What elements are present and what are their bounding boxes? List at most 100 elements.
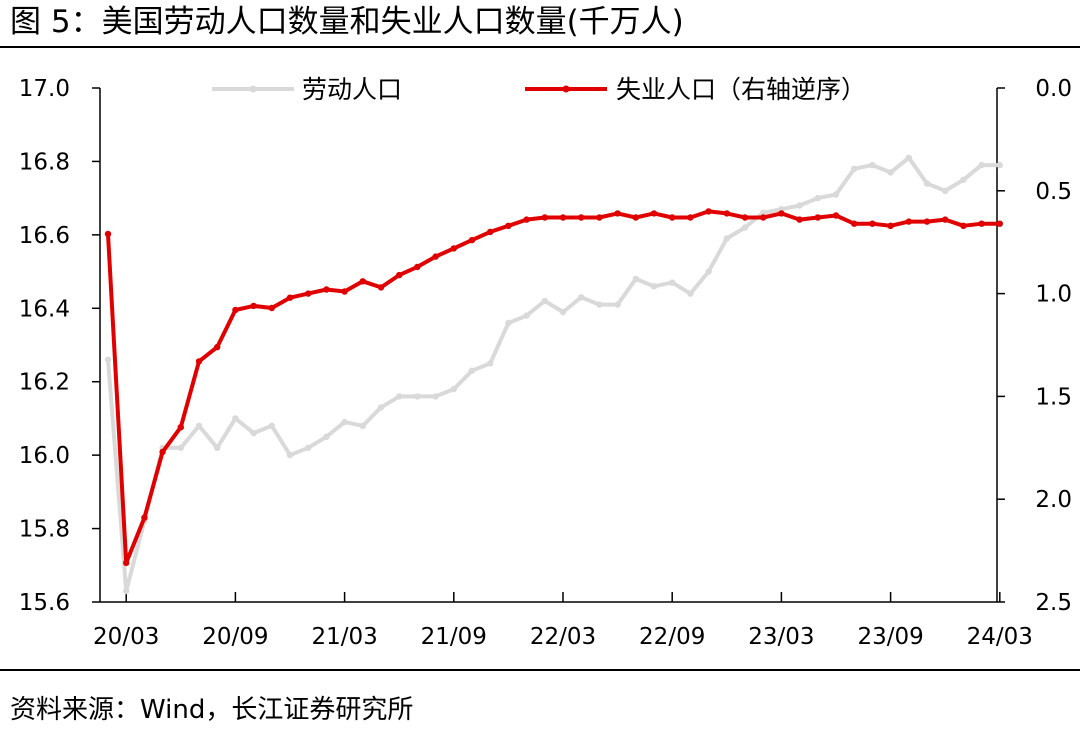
data-point-labor — [432, 393, 439, 400]
data-point-labor — [723, 235, 730, 242]
data-point-labor — [523, 312, 530, 319]
data-point-unemployed — [778, 210, 785, 217]
data-point-labor — [687, 290, 694, 297]
data-point-labor — [377, 404, 385, 411]
data-point-unemployed — [869, 220, 876, 227]
data-point-unemployed — [960, 222, 967, 229]
data-point-labor — [468, 367, 476, 374]
data-point-labor — [923, 180, 931, 187]
data-point-unemployed — [723, 210, 730, 217]
data-point-unemployed — [523, 216, 530, 223]
data-point-labor — [978, 161, 985, 169]
data-point-unemployed — [978, 220, 985, 227]
data-point-labor — [632, 275, 639, 283]
x-tick-label: 22/09 — [639, 624, 705, 650]
data-point-unemployed — [887, 222, 894, 229]
data-point-labor — [450, 385, 457, 393]
data-point-unemployed — [614, 210, 621, 217]
data-point-unemployed — [141, 514, 148, 521]
data-point-unemployed — [104, 230, 112, 238]
data-point-unemployed — [123, 559, 130, 567]
data-point-labor — [869, 161, 876, 169]
tick-layer: 17.0 16.8 16.6 16.4 16.2 16.0 15.8 15.6 0.0 0.5 1.… — [19, 76, 1072, 650]
data-point-unemployed — [832, 212, 840, 219]
data-point-unemployed — [377, 284, 385, 291]
data-point-labor — [541, 297, 548, 305]
data-point-unemployed — [286, 294, 294, 301]
data-point-labor — [232, 415, 239, 422]
data-point-unemployed — [596, 214, 603, 221]
legend-marker-unemployed — [562, 85, 570, 93]
data-point-labor — [650, 283, 658, 290]
data-point-unemployed — [741, 214, 749, 221]
left-tick-label: 15.6 — [19, 590, 70, 616]
data-point-labor — [559, 308, 567, 316]
data-point-labor — [705, 268, 712, 275]
data-point-unemployed — [323, 286, 330, 293]
legend-label-labor: 劳动人口 — [302, 75, 402, 104]
data-point-labor — [905, 154, 912, 161]
data-point-labor — [305, 444, 312, 451]
left-tick-label: 17.0 — [19, 76, 70, 102]
legend: 劳动人口 失业人口（右轴逆序） — [212, 75, 866, 104]
data-point-unemployed — [450, 245, 457, 252]
x-tick-label: 21/09 — [421, 624, 487, 650]
series-unemployed — [104, 208, 1003, 567]
series-labor — [104, 154, 1003, 595]
data-point-labor — [760, 209, 767, 216]
data-point-labor — [323, 433, 330, 440]
x-tick-label: 23/03 — [748, 624, 814, 650]
x-tick-label: 22/03 — [530, 624, 596, 650]
x-tick-label: 20/09 — [202, 624, 268, 650]
left-tick-label: 16.0 — [19, 443, 70, 469]
data-point-labor — [832, 191, 840, 198]
data-point-labor — [942, 187, 949, 194]
data-point-labor — [123, 587, 130, 595]
x-tick-label: 23/09 — [857, 624, 923, 650]
data-point-unemployed — [396, 271, 403, 279]
data-point-unemployed — [796, 216, 803, 223]
data-point-labor — [596, 301, 603, 308]
data-point-unemployed — [814, 214, 821, 221]
data-point-labor — [669, 279, 676, 286]
x-tick-label: 21/03 — [311, 624, 377, 650]
data-point-unemployed — [414, 263, 421, 271]
data-point-unemployed — [687, 214, 694, 221]
series-line-labor — [106, 155, 1002, 593]
data-point-labor — [214, 444, 221, 451]
data-point-labor — [996, 161, 1003, 169]
data-point-unemployed — [359, 278, 366, 285]
data-point-unemployed — [578, 214, 585, 221]
data-point-labor — [250, 429, 257, 437]
left-tick-label: 16.4 — [19, 296, 70, 322]
data-point-unemployed — [487, 228, 494, 236]
data-point-unemployed — [341, 288, 348, 295]
series-layer — [104, 154, 1003, 595]
right-tick-label: 1.0 — [1035, 282, 1072, 308]
figure-title: 图 5：美国劳动人口数量和失业人口数量(千万人) — [10, 4, 684, 40]
left-tick-label: 16.2 — [19, 370, 70, 396]
source-note: 资料来源：Wind，长江证券研究所 — [10, 695, 414, 725]
data-point-unemployed — [942, 216, 949, 223]
data-point-labor — [104, 356, 112, 363]
data-point-unemployed — [650, 210, 658, 217]
data-point-unemployed — [232, 306, 239, 314]
right-tick-label: 0.0 — [1035, 76, 1072, 102]
data-point-unemployed — [923, 218, 931, 225]
right-tick-label: 1.5 — [1035, 384, 1072, 410]
x-tick-label: 24/03 — [967, 624, 1033, 650]
data-point-labor — [960, 176, 967, 183]
data-point-unemployed — [159, 448, 166, 456]
right-tick-label: 2.5 — [1035, 590, 1072, 616]
right-tick-label: 0.5 — [1035, 179, 1072, 205]
legend-marker-labor — [249, 85, 257, 93]
data-point-unemployed — [250, 302, 257, 310]
data-point-unemployed — [432, 253, 439, 260]
data-point-labor — [505, 319, 512, 327]
legend-item-labor: 劳动人口 — [212, 75, 402, 104]
left-tick-label: 15.8 — [19, 517, 70, 543]
data-point-labor — [414, 393, 421, 400]
data-point-unemployed — [177, 424, 184, 431]
data-point-labor — [487, 360, 494, 367]
legend-label-unemployed: 失业人口（右轴逆序） — [616, 75, 866, 104]
